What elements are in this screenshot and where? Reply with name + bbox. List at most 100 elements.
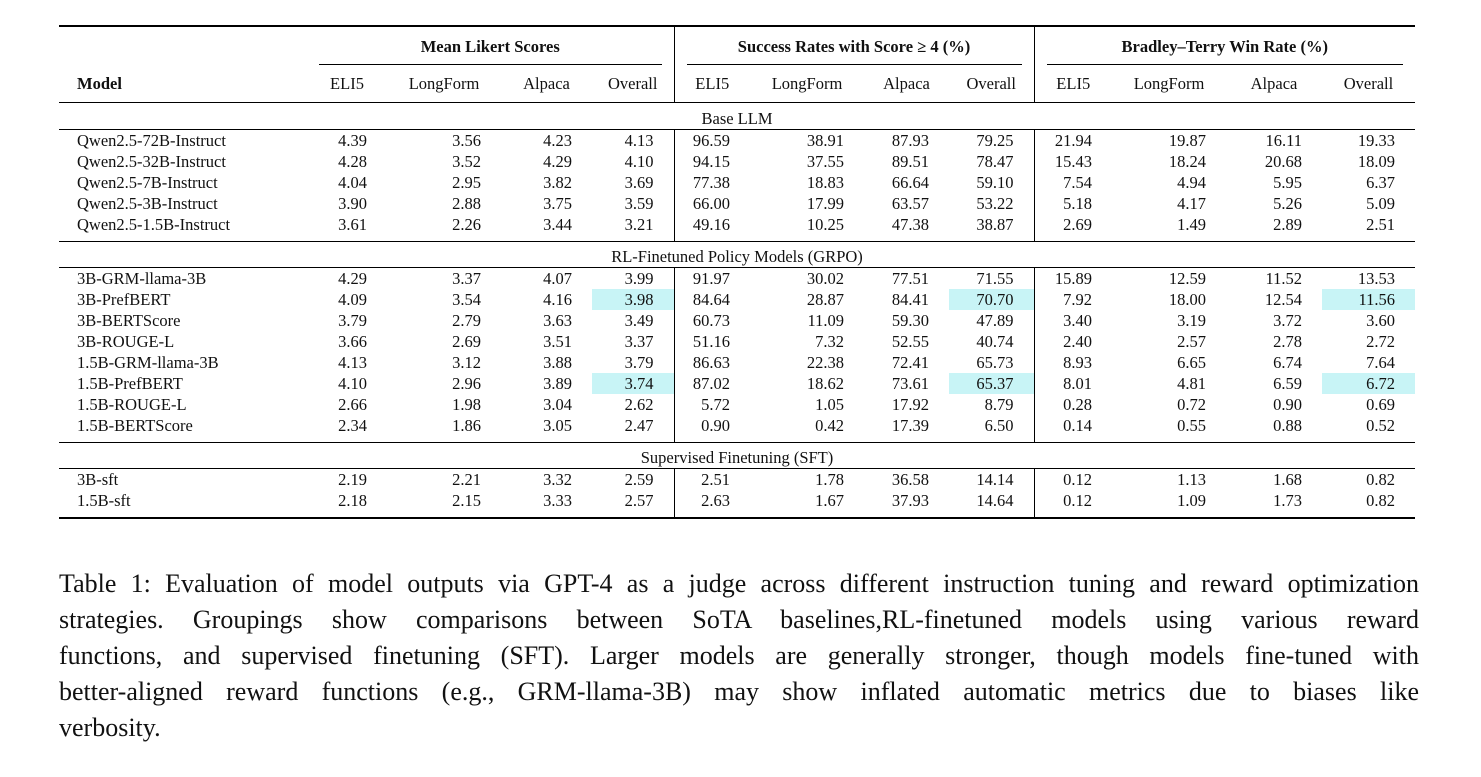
model-name-cell: 3B-BERTScore bbox=[77, 311, 181, 330]
model-name-cell: 1.5B-PrefBERT bbox=[77, 374, 183, 393]
value-cell: 3.74 bbox=[592, 373, 674, 394]
value-cell: 6.65 bbox=[1177, 353, 1206, 372]
value-cell: 16.11 bbox=[1265, 131, 1302, 150]
value-cell: 84.64 bbox=[673, 289, 750, 310]
value-cell: 4.23 bbox=[543, 131, 572, 150]
value-cell: 18.83 bbox=[806, 173, 844, 192]
value-cell: 6.72 bbox=[1322, 373, 1415, 394]
value-cell: 47.38 bbox=[891, 215, 929, 234]
col-header: ELI5 bbox=[1033, 65, 1112, 103]
value-cell: 3.54 bbox=[452, 290, 481, 309]
value-cell: 0.12 bbox=[1033, 490, 1112, 518]
value-cell: 4.10 bbox=[338, 374, 367, 393]
model-name-cell: Qwen2.5-7B-Instruct bbox=[77, 173, 218, 192]
value-cell: 11.09 bbox=[807, 311, 844, 330]
value-cell: 3.44 bbox=[543, 215, 572, 234]
value-cell: 2.69 bbox=[1033, 214, 1112, 242]
table-row: 1.5B-PrefBERT 4.10 2.96 3.89 3.74 87.02 18.62 7… bbox=[59, 373, 1415, 394]
value-cell: 4.28 bbox=[338, 152, 367, 171]
value-cell: 1.49 bbox=[1177, 215, 1206, 234]
value-cell: 4.04 bbox=[338, 173, 367, 192]
value-cell: 15.43 bbox=[1033, 151, 1112, 172]
value-cell: 0.72 bbox=[1177, 395, 1206, 414]
caption-line: better-aligned reward functions (e.g., G… bbox=[59, 677, 1419, 706]
value-cell: 3.99 bbox=[624, 269, 654, 288]
value-cell: 37.93 bbox=[891, 491, 929, 510]
table-body: Base LLM Qwen2.5-72B-Instruct 4.39 3.56 4.23… bbox=[59, 102, 1415, 518]
value-cell: 4.29 bbox=[338, 269, 367, 288]
value-cell: 63.57 bbox=[891, 194, 929, 213]
section-title: Supervised Finetuning (SFT) bbox=[59, 442, 1415, 469]
value-cell: 2.34 bbox=[338, 416, 367, 435]
value-cell: 53.22 bbox=[976, 194, 1014, 213]
value-cell: 0.69 bbox=[1366, 395, 1395, 414]
results-table: Mean Likert Scores Success Rates with Sc… bbox=[59, 25, 1415, 519]
value-cell: 2.51 bbox=[673, 468, 750, 490]
table-row: 1.5B-ROUGE-L 2.66 1.98 3.04 2.62 5.72 1.05 17.9… bbox=[59, 394, 1415, 415]
value-cell: 0.14 bbox=[1033, 415, 1112, 443]
value-cell: 3.88 bbox=[543, 353, 572, 372]
value-cell: 0.52 bbox=[1366, 416, 1395, 435]
table-row: 3B-GRM-llama-3B 4.29 3.37 4.07 3.99 91.97 30.0… bbox=[59, 267, 1415, 289]
table-caption: Table 1: Evaluation of model outputs via… bbox=[59, 566, 1419, 746]
value-cell: 3.37 bbox=[624, 332, 654, 351]
value-cell: 40.74 bbox=[976, 332, 1014, 351]
value-cell: 1.73 bbox=[1273, 491, 1302, 510]
section-title: RL-Finetuned Policy Models (GRPO) bbox=[59, 241, 1415, 268]
caption-line: functions, and supervised finetuning (SF… bbox=[59, 641, 1419, 670]
value-cell: 4.16 bbox=[543, 290, 572, 309]
value-cell: 19.87 bbox=[1168, 131, 1206, 150]
table-row: 1.5B-GRM-llama-3B 4.13 3.12 3.88 3.79 86.63 22… bbox=[59, 352, 1415, 373]
model-name-cell: 1.5B-sft bbox=[77, 491, 131, 510]
table-row: 1.5B-BERTScore 2.34 1.86 3.05 2.47 0.90 0.42 17… bbox=[59, 415, 1415, 443]
value-cell: 2.57 bbox=[1177, 332, 1206, 351]
value-cell: 14.64 bbox=[976, 491, 1014, 510]
value-cell: 2.40 bbox=[1033, 331, 1112, 352]
value-cell: 3.37 bbox=[452, 269, 481, 288]
value-cell: 1.86 bbox=[452, 416, 481, 435]
value-cell: 11.52 bbox=[1265, 269, 1302, 288]
value-cell: 4.13 bbox=[624, 131, 654, 150]
group-header-row: Mean Likert Scores Success Rates with Sc… bbox=[59, 27, 1415, 65]
value-cell: 2.72 bbox=[1366, 332, 1395, 351]
group-header-success: Success Rates with Score ≥ 4 (%) bbox=[673, 27, 1034, 65]
model-name-cell: Qwen2.5-72B-Instruct bbox=[77, 131, 226, 150]
section-header-row: RL-Finetuned Policy Models (GRPO) bbox=[59, 241, 1415, 268]
value-cell: 2.59 bbox=[624, 470, 654, 489]
value-cell: 7.32 bbox=[815, 332, 844, 351]
model-column-header: Model bbox=[59, 65, 307, 103]
value-cell: 84.41 bbox=[891, 290, 929, 309]
value-cell: 3.51 bbox=[543, 332, 572, 351]
value-cell: 2.18 bbox=[338, 491, 367, 510]
value-cell: 3.60 bbox=[1366, 311, 1395, 330]
value-cell: 96.59 bbox=[673, 129, 750, 151]
section-header-row: Base LLM bbox=[59, 102, 1415, 130]
value-cell: 91.97 bbox=[673, 267, 750, 289]
value-cell: 0.82 bbox=[1366, 470, 1395, 489]
value-cell: 4.17 bbox=[1177, 194, 1206, 213]
value-cell: 3.52 bbox=[452, 152, 481, 171]
value-cell: 59.30 bbox=[891, 311, 929, 330]
value-cell: 18.62 bbox=[806, 374, 844, 393]
value-cell: 17.92 bbox=[891, 395, 929, 414]
value-cell: 66.64 bbox=[891, 173, 929, 192]
value-cell: 4.10 bbox=[624, 152, 654, 171]
model-name-cell: Qwen2.5-32B-Instruct bbox=[77, 152, 226, 171]
value-cell: 2.88 bbox=[452, 194, 481, 213]
value-cell: 4.09 bbox=[338, 290, 367, 309]
value-cell: 2.95 bbox=[452, 173, 481, 192]
value-cell: 28.87 bbox=[806, 290, 844, 309]
value-cell: 1.05 bbox=[815, 395, 844, 414]
value-cell: 78.47 bbox=[976, 152, 1014, 171]
value-cell: 36.58 bbox=[891, 470, 929, 489]
value-cell: 2.21 bbox=[452, 470, 481, 489]
value-cell: 10.25 bbox=[806, 215, 844, 234]
value-cell: 3.32 bbox=[543, 470, 572, 489]
value-cell: 7.54 bbox=[1033, 172, 1112, 193]
col-header: Overall bbox=[592, 65, 674, 103]
value-cell: 8.79 bbox=[984, 395, 1014, 414]
value-cell: 73.61 bbox=[891, 374, 929, 393]
value-cell: 37.55 bbox=[806, 152, 844, 171]
value-cell: 2.78 bbox=[1273, 332, 1302, 351]
value-cell: 0.90 bbox=[673, 415, 750, 443]
